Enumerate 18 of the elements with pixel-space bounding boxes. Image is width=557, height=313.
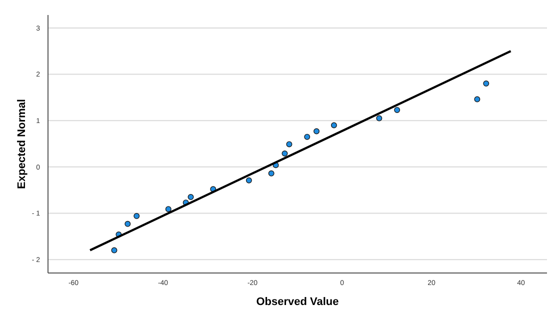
point: [188, 194, 194, 200]
point: [134, 213, 140, 220]
point: [314, 128, 320, 134]
point: [286, 141, 292, 148]
point: [268, 170, 274, 176]
point: [474, 96, 480, 102]
x-axis-title: Observed Value: [256, 296, 339, 308]
point: [124, 220, 131, 227]
point: [330, 122, 337, 128]
point: [376, 115, 382, 122]
point: [483, 80, 490, 87]
point: [282, 150, 288, 156]
point: [394, 106, 400, 113]
point: [304, 134, 310, 140]
y-axis-title: Expected Normal: [16, 99, 28, 189]
point: [111, 247, 118, 254]
point: [165, 206, 172, 212]
point: [246, 177, 252, 184]
